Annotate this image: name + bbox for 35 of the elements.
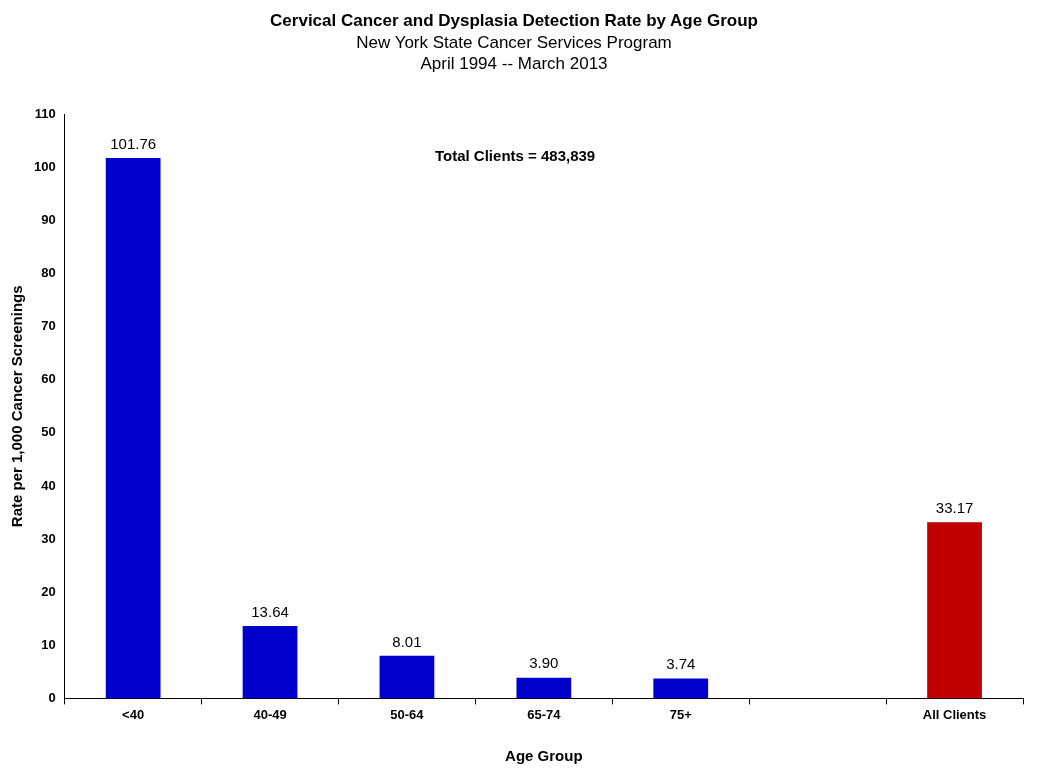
y-tick-label: 50 [41, 424, 56, 440]
data-label: 33.17 [935, 498, 974, 516]
x-tick-label: All Clients [922, 706, 987, 722]
data-label: 3.74 [666, 655, 696, 673]
y-tick-label: 10 [41, 636, 56, 652]
bar [105, 157, 161, 699]
data-label: 101.76 [110, 134, 157, 152]
x-tick-label: 75+ [669, 706, 693, 722]
y-tick-label: 30 [41, 530, 56, 546]
bar [653, 678, 709, 699]
bar [379, 655, 435, 699]
y-tick-label: 80 [41, 265, 56, 281]
annotation: Total Clients = 483,839 [434, 146, 596, 164]
bar [927, 522, 982, 699]
data-label: 13.64 [251, 602, 289, 620]
y-tick-label: 70 [41, 318, 56, 334]
x-tick-label: <40 [122, 706, 145, 722]
y-tick-label: 100 [33, 158, 56, 174]
chart-title: Cervical Cancer and Dysplasia Detection Rate by Age Group [270, 10, 758, 30]
y-axis-title: Rate per 1,000 Cancer Screenings [8, 285, 26, 528]
x-tick-label: 50-64 [390, 706, 425, 722]
x-tick-label: 65-74 [527, 706, 562, 722]
y-tick-label: 90 [41, 212, 56, 227]
data-label: 3.90 [529, 654, 559, 672]
bar [516, 677, 572, 699]
x-tick-label: 40-49 [253, 706, 287, 722]
chart-subtitle: New York State Cancer Services Program April 1994 -- March 2013 [356, 33, 672, 73]
x-axis-title: Age Group [505, 747, 583, 765]
y-tick-label: 60 [41, 371, 56, 387]
y-tick-label: 40 [41, 477, 56, 493]
data-label: 8.01 [392, 632, 422, 650]
bar [242, 625, 298, 699]
y-tick-label: 110 [34, 105, 56, 121]
y-tick-label: 0 [48, 689, 56, 705]
y-tick-label: 20 [41, 583, 56, 599]
